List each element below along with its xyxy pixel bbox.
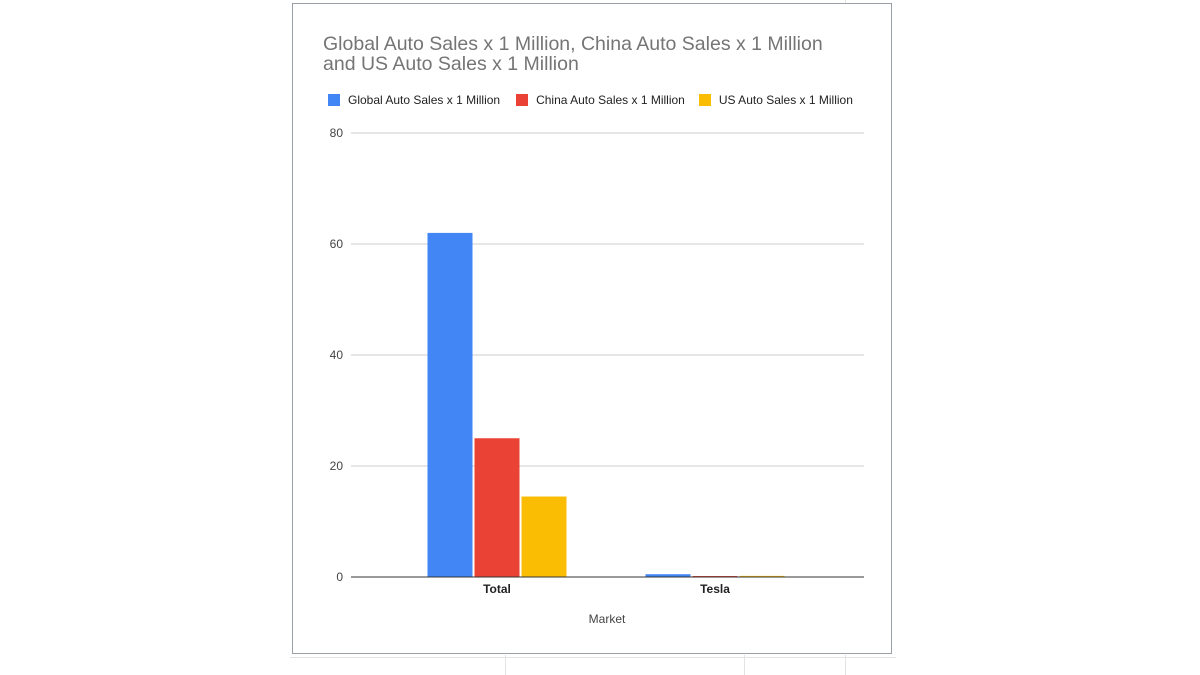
- legend-swatch-china: [516, 94, 529, 106]
- legend-label-global: Global Auto Sales x 1 Million: [348, 93, 501, 107]
- bar-us-tesla: [739, 575, 785, 577]
- x-tick-label: Tesla: [700, 582, 730, 596]
- legend-swatch-global: [328, 94, 340, 106]
- y-tick-label: 20: [330, 459, 344, 473]
- sheet-gridline: [290, 657, 896, 658]
- bar-china-total: [474, 438, 520, 577]
- bar-global-total: [427, 232, 473, 577]
- chart-title-line-2: and US Auto Sales x 1 Million: [323, 53, 579, 75]
- sheet-gridline: [505, 655, 506, 675]
- legend-label-china: China Auto Sales x 1 Million: [536, 93, 685, 107]
- y-tick-label: 60: [330, 237, 344, 251]
- x-axis-title: Market: [589, 612, 626, 626]
- chart-title: Global Auto Sales x 1 Million, China Aut…: [323, 34, 883, 74]
- x-tick-label: Total: [483, 582, 511, 596]
- chart-title-line-1: Global Auto Sales x 1 Million, China Aut…: [323, 33, 823, 55]
- sheet-gridline: [744, 655, 745, 675]
- sheet-gridline: [845, 655, 846, 675]
- chart-plot-area: 0 20 40 60 80 Total Tesla Market: [330, 126, 864, 626]
- bar-global-tesla: [645, 574, 691, 577]
- chart-legend: Global Auto Sales x 1 Million China Auto…: [328, 93, 853, 107]
- legend-item-china[interactable]: China Auto Sales x 1 Million: [516, 93, 685, 107]
- y-tick-label: 40: [330, 348, 344, 362]
- sheet-gridline: [845, 0, 846, 3]
- legend-item-global[interactable]: Global Auto Sales x 1 Million: [328, 93, 500, 107]
- y-tick-label: 0: [336, 570, 343, 584]
- legend-swatch-us: [698, 94, 711, 106]
- y-tick-label: 80: [330, 126, 344, 140]
- legend-item-us[interactable]: US Auto Sales x 1 Million: [698, 93, 853, 107]
- chart-card[interactable]: Global Auto Sales x 1 Million, China Aut…: [292, 3, 892, 654]
- bar-us-total: [521, 496, 567, 577]
- legend-label-us: US Auto Sales x 1 Million: [718, 93, 853, 107]
